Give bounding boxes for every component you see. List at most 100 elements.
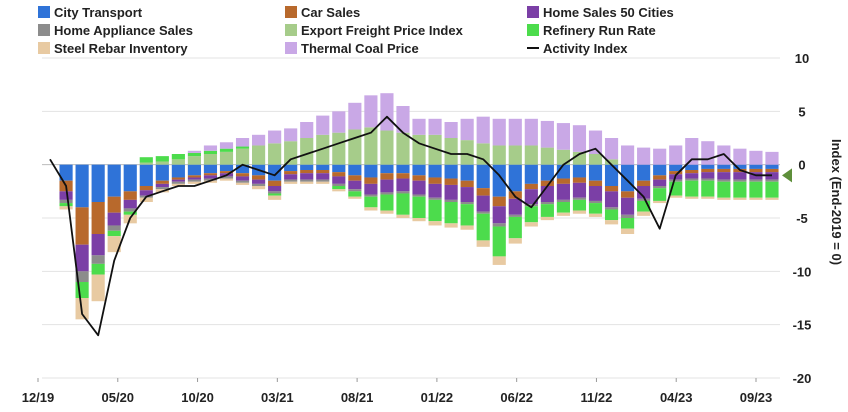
bar-segment: [332, 172, 346, 177]
y-axis: 10 5 0 -5 -10 -15 -20: [793, 51, 812, 386]
bar-segment: [621, 164, 635, 192]
bar-segment: [637, 147, 651, 165]
bar-segment: [284, 179, 298, 182]
bar-segment: [380, 192, 394, 195]
bar-segment: [428, 199, 442, 222]
bar-segment: [588, 180, 603, 186]
bar-segment: [765, 197, 779, 200]
bar-segment: [476, 195, 490, 212]
x-tick-label: 03/21: [261, 390, 294, 405]
bar-segment: [364, 95, 378, 128]
bar-segment: [187, 175, 201, 178]
bar-segment: [444, 122, 458, 138]
bar-segment: [621, 218, 635, 229]
bar-segment: [396, 132, 410, 165]
bar-segment: [107, 164, 121, 197]
activity-index-polyline: [49, 115, 772, 337]
bar-segment: [588, 200, 603, 204]
bar-segment: [412, 196, 426, 218]
bar-segment: [540, 186, 554, 202]
bar-segment: [348, 164, 362, 176]
bar-segment: [284, 174, 298, 180]
bar-segment: [123, 164, 137, 192]
bar-segment: [235, 182, 250, 185]
y-tick-label: -15: [793, 318, 812, 333]
bar-segment: [653, 186, 667, 189]
bar-segment: [604, 220, 619, 225]
legend-swatch: [38, 6, 50, 18]
bar-segment: [91, 202, 105, 234]
bar-segment: [348, 129, 362, 165]
bar-segment: [219, 142, 234, 149]
bar-segment: [492, 145, 506, 165]
bar-segment: [252, 175, 266, 180]
bar-segment: [508, 214, 522, 217]
bar-segment: [653, 179, 667, 186]
bar-segment: [252, 183, 266, 186]
bar-segment: [380, 179, 394, 193]
bar-segment: [556, 149, 570, 165]
bar-segment: [235, 180, 250, 183]
bar-segment: [235, 176, 250, 181]
bar-segment: [364, 127, 378, 165]
bar-segment: [444, 178, 458, 185]
bar-segment: [380, 210, 394, 214]
bar-segment: [203, 154, 218, 165]
bar-segment: [637, 186, 651, 199]
bar-segment: [268, 195, 282, 200]
legend-entry: Refinery Run Rate: [543, 23, 656, 38]
bar-segment: [685, 180, 699, 197]
bar-segment: [235, 146, 250, 149]
bar-segment: [588, 203, 603, 214]
bar-segment: [717, 181, 731, 198]
bar-segment: [428, 164, 442, 178]
bar-segment: [316, 179, 330, 182]
bar-segment: [669, 171, 683, 175]
bar-segment: [476, 211, 490, 214]
bar-segment: [765, 151, 779, 165]
bar-segment: [701, 178, 715, 181]
bar-segment: [364, 177, 378, 184]
bar-segment: [444, 223, 458, 228]
bar-segment: [187, 177, 201, 180]
bar-segment: [171, 154, 185, 160]
bar-segment: [332, 164, 346, 173]
legend-entry: Activity Index: [543, 41, 628, 56]
bar-segment: [380, 93, 394, 131]
legend-swatch: [285, 42, 297, 54]
y-tick-label: -5: [796, 211, 808, 226]
bar-segment: [460, 140, 474, 165]
bar-segment: [252, 179, 266, 184]
bar-segment: [284, 164, 298, 172]
bar-segment: [412, 164, 426, 176]
bar-segment: [749, 168, 763, 173]
legend-entry: City Transport: [54, 5, 143, 20]
bar-segment: [669, 179, 683, 182]
bar-segment: [476, 116, 490, 144]
bar-segment: [604, 138, 619, 160]
bar-segment: [701, 180, 715, 197]
bar-segment: [219, 176, 234, 179]
bar-segment: [653, 164, 667, 176]
legend-entry: Steel Rebar Inventory: [54, 41, 188, 56]
bar-segment: [701, 168, 715, 173]
bar-segment: [139, 162, 153, 165]
bar-segment: [364, 194, 378, 197]
bar-segment: [155, 187, 169, 190]
bar-segment: [572, 125, 587, 152]
bar-segment: [396, 173, 410, 179]
bar-segment: [621, 191, 635, 198]
bar-segment: [508, 164, 522, 192]
bar-segment: [219, 148, 234, 152]
bar-segment: [717, 168, 731, 173]
bar-segment: [685, 196, 699, 199]
bar-segment: [59, 164, 73, 181]
bar-segment: [412, 118, 426, 135]
bar-segment: [171, 179, 185, 182]
bar-segment: [685, 170, 699, 174]
bar-segment: [187, 150, 201, 153]
bar-segment: [460, 118, 474, 141]
bar-segment: [187, 156, 201, 165]
bar-segment: [268, 193, 282, 196]
bar-segment: [604, 164, 619, 186]
